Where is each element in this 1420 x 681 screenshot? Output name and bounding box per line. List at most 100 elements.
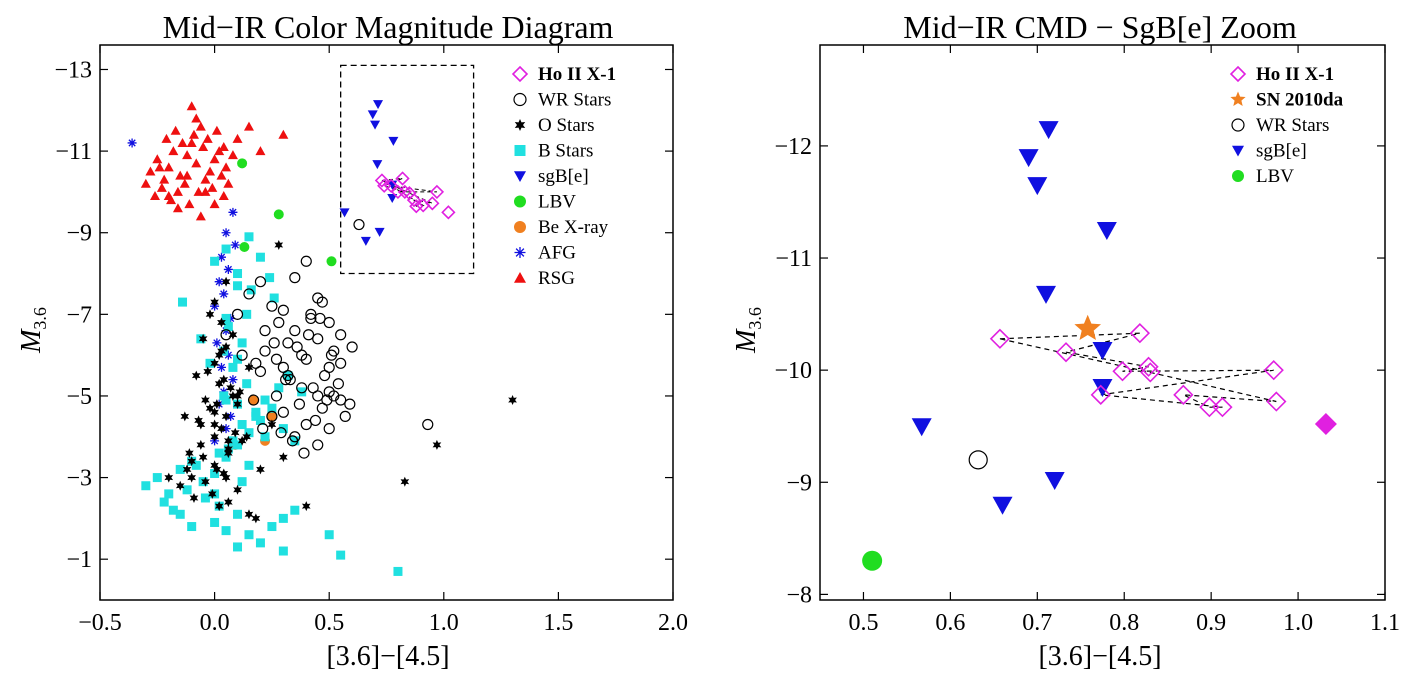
point-b-stars <box>233 269 243 279</box>
x-tick-label: 0.0 <box>200 610 230 636</box>
left-chart-title: Mid−IR Color Magnitude Diagram <box>163 9 614 45</box>
point-sgb-e <box>360 236 371 246</box>
point-wr-stars <box>259 325 271 337</box>
x-tick-label: −0.5 <box>78 610 122 636</box>
point-o-stars <box>237 435 247 446</box>
point-ho-ii-x-1 <box>1112 361 1133 382</box>
point-o-stars <box>198 333 208 344</box>
point-wr-stars <box>339 410 351 422</box>
point-b-stars <box>228 362 238 372</box>
point-o-stars <box>242 431 251 442</box>
point-wr-stars <box>332 378 344 390</box>
point-wr-stars <box>312 333 324 345</box>
point-sgb-e <box>1036 285 1056 304</box>
point-ho-ii-x-1 <box>374 173 390 188</box>
point-o-stars <box>224 435 233 446</box>
point-wr-stars <box>236 349 248 361</box>
point-wr-stars <box>325 349 338 361</box>
point-wr-stars <box>323 316 335 329</box>
point-lbv <box>273 209 284 220</box>
point-b-stars <box>251 411 261 421</box>
point-ho-ii-x-1 <box>1138 356 1159 377</box>
point-afg <box>223 264 233 274</box>
point-b-stars <box>278 546 288 556</box>
legend-marker-wr-stars <box>513 92 527 107</box>
point-wr-stars <box>268 337 280 349</box>
point-rsg <box>200 186 211 196</box>
point-wr-stars <box>344 398 356 410</box>
point-b-stars <box>242 309 252 319</box>
legend-marker-b-stars <box>514 145 526 156</box>
point-b-stars <box>233 281 243 291</box>
point-b-stars <box>159 497 169 507</box>
point-rsg <box>172 203 183 213</box>
point-b-stars <box>237 477 247 487</box>
point-wr-stars <box>353 218 365 231</box>
point-wr-stars <box>305 308 317 320</box>
point-b-stars <box>233 440 243 450</box>
x-tick-label: 0.5 <box>848 610 878 636</box>
point-wr-stars <box>254 276 267 288</box>
point-wr-stars <box>254 365 267 378</box>
legend-marker-sgb-e <box>514 171 526 182</box>
point-wr-stars <box>266 410 278 422</box>
point-b-stars <box>141 481 151 491</box>
legend-label-o-stars: O Stars <box>538 115 594 136</box>
point-sgb-e <box>387 194 398 204</box>
point-sgb-e <box>388 136 399 146</box>
point-rsg <box>221 162 232 172</box>
point-b-stars <box>223 322 233 332</box>
point-b-stars <box>393 566 403 576</box>
point-rsg <box>156 182 167 192</box>
point-rsg <box>179 178 190 188</box>
point-b-stars <box>214 448 224 458</box>
point-o-stars <box>279 452 288 463</box>
x-tick-label: 0.6 <box>935 610 965 636</box>
point-o-stars <box>235 386 245 397</box>
right-chart: Mid−IR CMD − SgB[e] Zoom 0.5 0.6 0.7 0.8 0.9… <box>731 9 1400 672</box>
point-b-stars <box>244 460 254 470</box>
point-b-stars <box>244 232 254 242</box>
point-o-stars <box>208 488 217 499</box>
x-tick-label: 0.7 <box>1022 610 1052 636</box>
point-ho-ii-x-1 <box>1266 391 1287 412</box>
point-o-stars <box>301 501 311 512</box>
point-o-stars <box>210 358 219 369</box>
point-wr-stars <box>323 361 335 373</box>
point-b-stars <box>210 517 220 527</box>
point-sgb-e <box>372 160 383 170</box>
point-wr-stars <box>312 439 324 451</box>
point-wr-stars <box>259 345 271 357</box>
point-o-stars <box>217 317 226 328</box>
right-legend: Ho II X-1 SN 2010da WR Stars sgB[e] LBV <box>1229 64 1344 187</box>
point-ho-ii-x-1 <box>1129 323 1151 344</box>
point-o-stars <box>224 444 233 454</box>
right-points <box>862 121 1337 571</box>
point-o-stars <box>233 399 242 410</box>
point-wr-stars <box>335 357 347 369</box>
point-sgb-e <box>370 120 381 130</box>
point-b-stars <box>221 452 231 462</box>
point-wr-stars <box>277 406 289 418</box>
point-b-stars <box>324 530 334 540</box>
point-ho-ii-x-1 <box>1263 360 1284 381</box>
point-ho-ii-x-1 <box>1090 384 1111 405</box>
point-o-stars <box>228 391 238 401</box>
point-sgb-e <box>1092 341 1113 360</box>
point-rsg <box>198 142 209 152</box>
point-o-stars <box>198 452 208 463</box>
point-ho-ii-x-1 <box>1199 397 1220 418</box>
point-b-stars <box>221 244 231 254</box>
point-rsg <box>152 154 163 164</box>
point-o-stars <box>214 378 224 389</box>
point-o-stars <box>230 427 240 438</box>
point-wr-stars <box>282 337 294 349</box>
point-wr-stars <box>275 427 287 439</box>
point-sgb-e <box>992 496 1013 515</box>
point-b-stars <box>175 464 185 474</box>
point-o-stars <box>212 464 222 475</box>
legend-label-be-x-ray: Be X-ray <box>538 217 609 238</box>
point-b-stars <box>255 252 265 262</box>
point-b-stars <box>228 436 238 446</box>
point-o-stars <box>221 472 231 483</box>
